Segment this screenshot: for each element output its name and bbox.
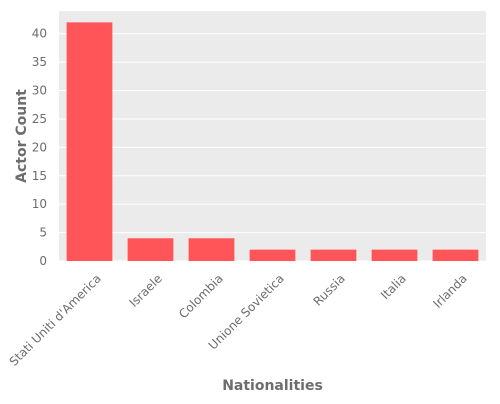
x-tick-label: Irlanda [430,271,469,310]
bar [432,249,479,261]
y-tick-label: 40 [32,27,47,41]
x-axis-ticks: Stati Uniti d'America Israele ColombiaUnio… [7,271,470,368]
grid-lines [59,33,486,262]
y-tick-label: 35 [32,55,47,69]
y-tick-label: 15 [32,169,47,183]
y-tick-label: 30 [32,84,47,98]
bar [127,238,174,261]
bar [310,249,357,261]
bar [371,249,418,261]
bar [249,249,296,261]
x-tick-label: Stati Uniti d'America [7,271,104,368]
bar [188,238,235,261]
x-axis-title: Nationalities [222,378,323,394]
bars [66,22,479,262]
y-tick-label: 10 [32,197,47,211]
y-axis-ticks: 0 5 10 15 20 25 30 35 40 [32,27,47,268]
plot-background [59,11,486,261]
x-tick-label: Israele [127,271,165,309]
x-tick-label: Italia [378,271,409,302]
y-tick-label: 5 [39,226,47,240]
y-tick-label: 0 [39,254,47,268]
y-axis-title: Actor Count [14,89,30,183]
bar [66,22,113,262]
y-tick-label: 20 [32,140,47,154]
x-tick-label: Russia [311,271,348,308]
x-tick-label: Colombia [176,271,226,321]
y-tick-label: 25 [32,112,47,126]
